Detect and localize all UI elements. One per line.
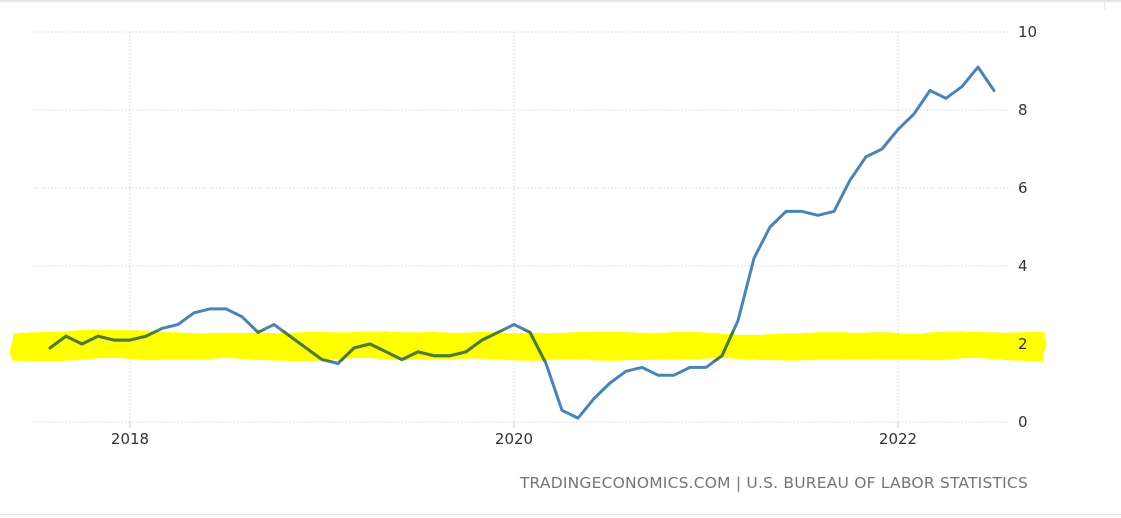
x-tick-label: 2018 [111, 430, 149, 448]
data-point [433, 354, 436, 357]
corner-mark [1104, 0, 1105, 10]
data-point [97, 335, 100, 338]
data-point [369, 343, 372, 346]
data-point [81, 343, 84, 346]
series-line [48, 65, 996, 420]
y-tick-label: 2 [1018, 335, 1028, 353]
data-point [977, 66, 980, 69]
data-point [225, 307, 228, 310]
x-tick-label: 2020 [495, 430, 533, 448]
data-point [673, 374, 676, 377]
highlight-band-stroke [12, 332, 1046, 360]
data-point [209, 307, 212, 310]
data-point [785, 210, 788, 213]
data-point [257, 331, 260, 334]
top-border [0, 0, 1121, 2]
y-tick-label: 8 [1018, 101, 1028, 119]
data-point [993, 89, 996, 92]
data-point [417, 350, 420, 353]
data-point [513, 323, 516, 326]
y-tick-label: 10 [1018, 23, 1037, 41]
data-point [193, 311, 196, 314]
data-point [305, 346, 308, 349]
data-point [145, 335, 148, 338]
highlight-band [12, 332, 1046, 360]
data-point [737, 319, 740, 322]
data-point [385, 350, 388, 353]
data-point [241, 315, 244, 318]
data-point [849, 179, 852, 182]
data-point [129, 339, 132, 342]
data-point [481, 339, 484, 342]
series-path-in-band [48, 330, 736, 362]
data-point [913, 112, 916, 115]
data-point [273, 323, 276, 326]
data-point [641, 366, 644, 369]
data-point [449, 354, 452, 357]
data-point [609, 382, 612, 385]
data-point [865, 155, 868, 158]
y-tick-label: 0 [1018, 413, 1028, 431]
data-point [113, 339, 116, 342]
data-point [929, 89, 932, 92]
y-tick-label: 6 [1018, 179, 1028, 197]
data-point [801, 210, 804, 213]
y-tick-label: 4 [1018, 257, 1028, 275]
data-point [497, 331, 500, 334]
data-point [177, 323, 180, 326]
series-path [48, 65, 996, 420]
data-point [65, 335, 68, 338]
data-point [705, 366, 708, 369]
data-point [529, 331, 532, 334]
data-point [289, 335, 292, 338]
grid [34, 31, 1010, 428]
data-point [337, 362, 340, 365]
data-point [625, 370, 628, 373]
data-point [321, 358, 324, 361]
data-point [817, 214, 820, 217]
data-point [897, 128, 900, 131]
data-point [401, 358, 404, 361]
data-point [593, 397, 596, 400]
data-point [769, 226, 772, 229]
axis-ticks: 0 2 4 6 8 10 2018 2020 2022 [111, 23, 1037, 448]
data-point [721, 354, 724, 357]
data-point [577, 417, 580, 420]
bottom-border [0, 514, 1121, 515]
data-point [561, 409, 564, 412]
data-point [49, 346, 52, 349]
data-point [689, 366, 692, 369]
data-point [945, 97, 948, 100]
x-tick-label: 2022 [879, 430, 917, 448]
data-point [753, 257, 756, 260]
data-point [657, 374, 660, 377]
source-attribution: TRADINGECONOMICS.COM | U.S. BUREAU OF LA… [519, 474, 1028, 492]
data-point [961, 85, 964, 88]
data-point [833, 210, 836, 213]
data-point [353, 346, 356, 349]
data-point [545, 362, 548, 365]
data-point [465, 350, 468, 353]
data-point [161, 327, 164, 330]
data-point [881, 148, 884, 151]
